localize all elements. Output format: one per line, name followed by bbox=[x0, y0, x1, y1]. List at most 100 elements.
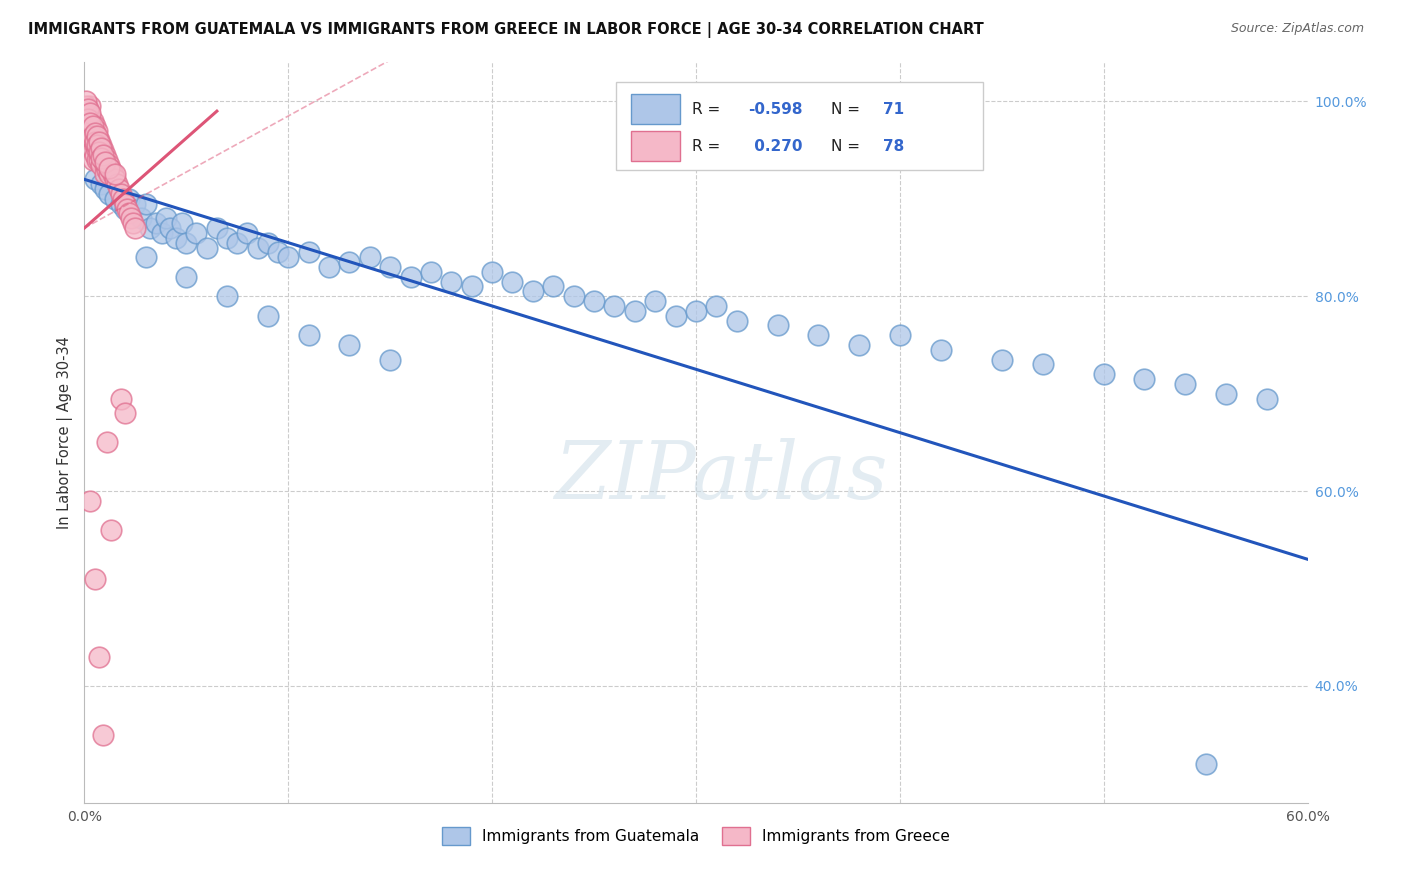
Point bbox=[135, 196, 157, 211]
Point bbox=[104, 192, 127, 206]
Point bbox=[75, 114, 97, 128]
Point bbox=[82, 114, 104, 128]
Point bbox=[114, 202, 136, 216]
Point bbox=[77, 102, 100, 116]
Point bbox=[848, 338, 870, 352]
Point bbox=[90, 178, 112, 192]
Point bbox=[86, 133, 108, 147]
Point bbox=[277, 250, 299, 264]
Point bbox=[100, 523, 122, 537]
Point bbox=[118, 206, 141, 220]
Point bbox=[644, 294, 666, 309]
Point bbox=[83, 148, 105, 162]
Point bbox=[889, 328, 911, 343]
Text: 71: 71 bbox=[883, 102, 904, 117]
Point bbox=[83, 119, 105, 133]
Point bbox=[807, 328, 830, 343]
Point bbox=[90, 141, 112, 155]
Point bbox=[217, 289, 239, 303]
Point bbox=[75, 95, 97, 109]
Point bbox=[174, 235, 197, 250]
Point bbox=[82, 153, 104, 167]
Point bbox=[108, 182, 131, 196]
Point bbox=[96, 153, 118, 167]
Point bbox=[83, 136, 105, 150]
Point bbox=[135, 250, 157, 264]
Bar bbox=[631, 95, 681, 124]
Point bbox=[120, 211, 142, 226]
Point bbox=[87, 133, 110, 147]
Text: IMMIGRANTS FROM GUATEMALA VS IMMIGRANTS FROM GREECE IN LABOR FORCE | AGE 30-34 C: IMMIGRANTS FROM GUATEMALA VS IMMIGRANTS … bbox=[28, 22, 984, 38]
Point bbox=[246, 240, 269, 255]
Point bbox=[83, 126, 105, 140]
Point bbox=[766, 318, 789, 333]
Point bbox=[86, 143, 108, 157]
Text: N =: N = bbox=[831, 138, 865, 153]
Point bbox=[77, 119, 100, 133]
Point bbox=[86, 138, 108, 153]
Point bbox=[93, 168, 115, 182]
Point bbox=[93, 158, 115, 172]
Text: -0.598: -0.598 bbox=[748, 102, 803, 117]
Point bbox=[1215, 386, 1237, 401]
Point bbox=[118, 192, 141, 206]
Point bbox=[86, 128, 108, 143]
Point bbox=[87, 145, 110, 159]
Point bbox=[91, 728, 114, 742]
Point bbox=[91, 153, 114, 167]
Text: N =: N = bbox=[831, 102, 865, 117]
Point bbox=[82, 128, 104, 143]
Point bbox=[90, 151, 112, 165]
Point bbox=[502, 275, 524, 289]
Point bbox=[131, 211, 153, 226]
Point bbox=[83, 172, 105, 186]
Point bbox=[186, 226, 208, 240]
Point bbox=[87, 143, 110, 157]
Point bbox=[257, 235, 280, 250]
Point bbox=[79, 123, 101, 137]
Point bbox=[91, 148, 114, 162]
Point bbox=[83, 572, 105, 586]
Point bbox=[522, 285, 544, 299]
Point bbox=[104, 172, 127, 186]
Point bbox=[1195, 756, 1218, 771]
Point bbox=[226, 235, 249, 250]
Point bbox=[267, 245, 290, 260]
Point bbox=[1256, 392, 1278, 406]
Point bbox=[195, 240, 218, 255]
Point bbox=[110, 392, 132, 406]
Point bbox=[83, 138, 105, 153]
Point bbox=[114, 406, 136, 420]
Point bbox=[97, 168, 120, 182]
Point bbox=[110, 186, 132, 201]
Point bbox=[82, 119, 104, 133]
Point bbox=[101, 168, 124, 182]
Point bbox=[1174, 376, 1197, 391]
Point bbox=[87, 649, 110, 664]
Text: Source: ZipAtlas.com: Source: ZipAtlas.com bbox=[1230, 22, 1364, 36]
Point bbox=[236, 226, 259, 240]
Point bbox=[97, 161, 120, 175]
Point bbox=[172, 216, 194, 230]
Bar bbox=[631, 131, 681, 161]
Point bbox=[665, 309, 688, 323]
Point bbox=[420, 265, 443, 279]
Point bbox=[150, 226, 173, 240]
Point bbox=[79, 133, 101, 147]
FancyBboxPatch shape bbox=[616, 82, 983, 169]
Point bbox=[583, 294, 606, 309]
Point bbox=[91, 143, 114, 157]
Point bbox=[93, 148, 115, 162]
Point bbox=[1092, 367, 1115, 381]
Point bbox=[339, 255, 361, 269]
Point bbox=[205, 221, 228, 235]
Point bbox=[77, 128, 100, 143]
Legend: Immigrants from Guatemala, Immigrants from Greece: Immigrants from Guatemala, Immigrants fr… bbox=[436, 821, 956, 851]
Point bbox=[82, 143, 104, 157]
Point bbox=[79, 109, 101, 123]
Y-axis label: In Labor Force | Age 30-34: In Labor Force | Age 30-34 bbox=[58, 336, 73, 529]
Point bbox=[75, 99, 97, 113]
Point bbox=[90, 158, 112, 172]
Point bbox=[97, 158, 120, 172]
Point bbox=[87, 136, 110, 150]
